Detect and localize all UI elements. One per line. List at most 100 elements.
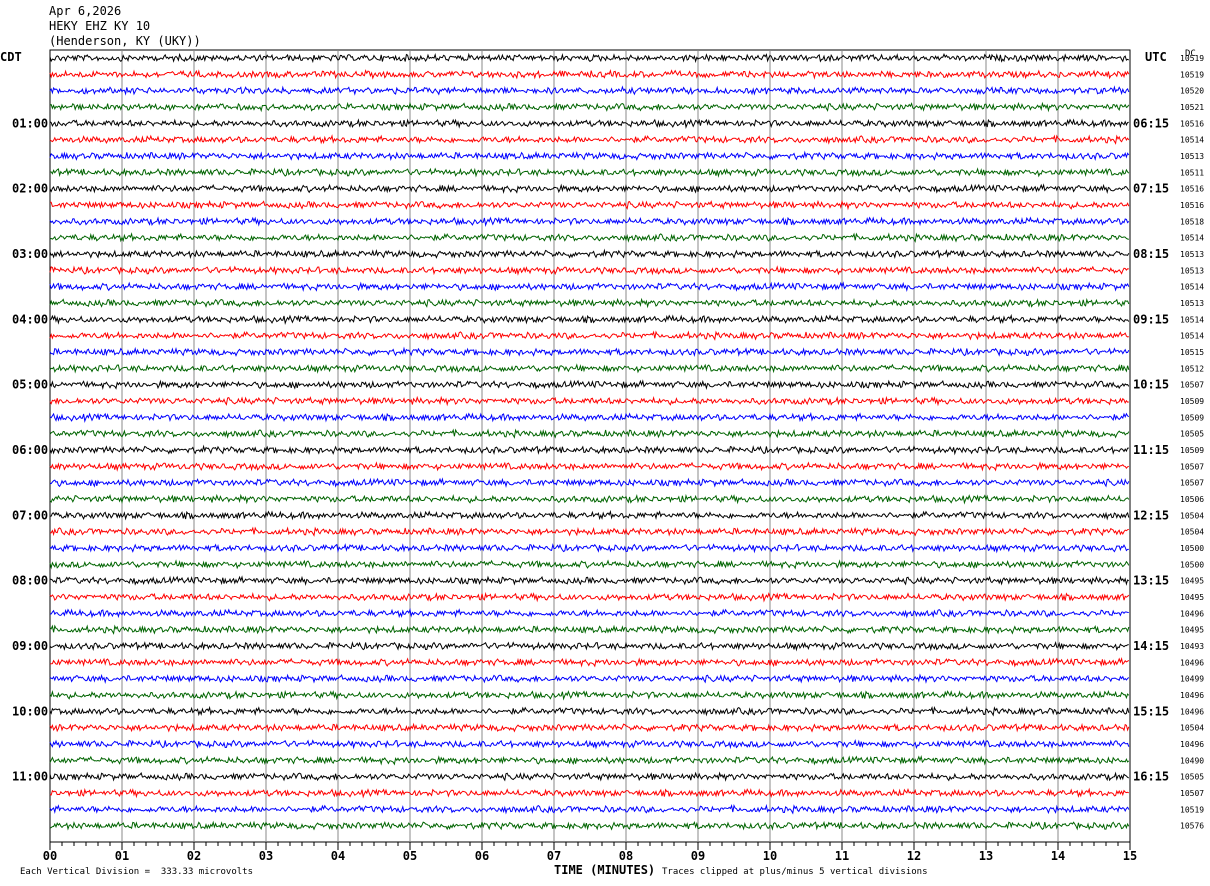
- dc-value-label: 10500: [1180, 544, 1204, 553]
- trace-row: [49, 199, 1130, 211]
- left-hour-label: 03:00: [12, 247, 48, 261]
- trace-row: [49, 624, 1130, 635]
- right-hour-label: 10:15: [1133, 378, 1169, 392]
- right-timezone-label: UTC: [1145, 50, 1167, 64]
- trace-row: [49, 428, 1130, 439]
- dc-value-label: 10496: [1180, 691, 1204, 700]
- trace-row: [49, 477, 1130, 489]
- trace-row: [49, 395, 1129, 407]
- right-hour-label: 15:15: [1133, 704, 1169, 718]
- right-hour-label: 13:15: [1133, 574, 1169, 588]
- x-tick-label: 00: [43, 849, 57, 863]
- dc-value-label: 10519: [1180, 54, 1204, 63]
- dc-value-label: 10513: [1180, 299, 1204, 308]
- right-hour-label: 11:15: [1133, 443, 1169, 457]
- dc-value-label: 10504: [1180, 511, 1204, 520]
- trace-row: [49, 656, 1130, 668]
- trace-row: [49, 591, 1130, 603]
- dc-value-label: 10490: [1180, 756, 1204, 765]
- x-tick-label: 05: [403, 849, 417, 863]
- left-hour-label: 05:00: [12, 378, 48, 392]
- trace-row: [49, 575, 1130, 587]
- dc-value-label: 10507: [1180, 479, 1204, 488]
- header-date: Apr 6,2026: [49, 4, 122, 18]
- x-tick-label: 14: [1051, 849, 1065, 863]
- trace-row: [49, 248, 1130, 260]
- header-station: HEKY EHZ KY 10: [49, 19, 151, 33]
- left-hour-label: 10:00: [12, 704, 48, 718]
- left-hour-label: 11:00: [12, 770, 48, 784]
- trace-row: [49, 411, 1130, 424]
- trace-row: [49, 803, 1130, 815]
- dc-value-label: 10513: [1180, 266, 1204, 275]
- dc-value-label: 10496: [1180, 740, 1204, 749]
- trace-row: [50, 509, 1130, 521]
- x-tick-label: 01: [115, 849, 129, 863]
- left-hour-label: 01:00: [12, 116, 48, 130]
- dc-value-label: 10496: [1180, 609, 1204, 618]
- trace-row: [49, 641, 1129, 652]
- dc-value-label: 10509: [1180, 446, 1204, 455]
- left-hour-label: 04:00: [12, 312, 48, 326]
- trace-row: [49, 493, 1130, 505]
- dc-value-label: 10495: [1180, 577, 1204, 586]
- trace-row: [49, 673, 1130, 685]
- dc-value-label: 10521: [1180, 103, 1204, 112]
- trace-row: [49, 134, 1130, 145]
- dc-value-label: 10506: [1180, 495, 1204, 504]
- trace-row: [49, 118, 1129, 130]
- trace-row: [49, 820, 1130, 831]
- trace-row: [49, 705, 1130, 717]
- x-tick-label: 08: [619, 849, 633, 863]
- trace-row: [49, 444, 1129, 456]
- dc-value-label: 10513: [1180, 250, 1204, 259]
- dc-value-label: 10519: [1180, 70, 1204, 79]
- right-hour-label: 07:15: [1133, 182, 1169, 196]
- x-tick-label: 11: [835, 849, 849, 863]
- trace-row: [49, 689, 1130, 701]
- x-tick-label: 03: [259, 849, 273, 863]
- x-tick-label: 07: [547, 849, 561, 863]
- trace-row: [49, 313, 1130, 326]
- trace-row: [49, 754, 1130, 766]
- dc-value-label: 10520: [1180, 87, 1204, 96]
- trace-row: [49, 787, 1129, 799]
- dc-value-label: 10514: [1180, 283, 1204, 292]
- trace-row: [49, 150, 1130, 162]
- trace-row: [49, 183, 1130, 195]
- trace-row: [49, 559, 1130, 570]
- dc-value-label: 10493: [1180, 642, 1204, 651]
- dc-value-label: 10514: [1180, 332, 1204, 341]
- x-tick-label: 10: [763, 849, 777, 863]
- dc-value-label: 10505: [1180, 430, 1204, 439]
- dc-value-label: 10515: [1180, 348, 1204, 357]
- dc-value-label: 10507: [1180, 462, 1204, 471]
- trace-row: [49, 330, 1129, 341]
- dc-value-label: 10514: [1180, 315, 1204, 324]
- x-tick-label: 04: [331, 849, 345, 863]
- left-hour-label: 08:00: [12, 574, 48, 588]
- trace-row: [49, 281, 1130, 293]
- plot-frame: [49, 49, 1131, 843]
- trace-row: [49, 771, 1130, 782]
- dc-value-label: 10509: [1180, 397, 1204, 406]
- scale-note: Each Vertical Division = 333.33 microvol…: [20, 867, 253, 877]
- trace-row: [49, 297, 1130, 309]
- trace-row: [49, 363, 1130, 374]
- dc-value-label: 10509: [1180, 413, 1204, 422]
- left-timezone-label: CDT: [0, 50, 22, 64]
- trace-row: [49, 101, 1130, 113]
- dc-value-label: 10514: [1180, 234, 1204, 243]
- trace-row: [49, 461, 1129, 472]
- dc-value-label: 10504: [1180, 724, 1204, 733]
- trace-row: [49, 346, 1130, 358]
- trace-row: [49, 265, 1129, 276]
- dc-value-label: 10500: [1180, 560, 1204, 569]
- trace-row: [49, 52, 1130, 64]
- dc-value-label: 10499: [1180, 675, 1204, 684]
- x-tick-label: 13: [979, 849, 993, 863]
- trace-row: [49, 607, 1129, 619]
- right-hour-label: 08:15: [1133, 247, 1169, 261]
- dc-value-label: 10507: [1180, 789, 1204, 798]
